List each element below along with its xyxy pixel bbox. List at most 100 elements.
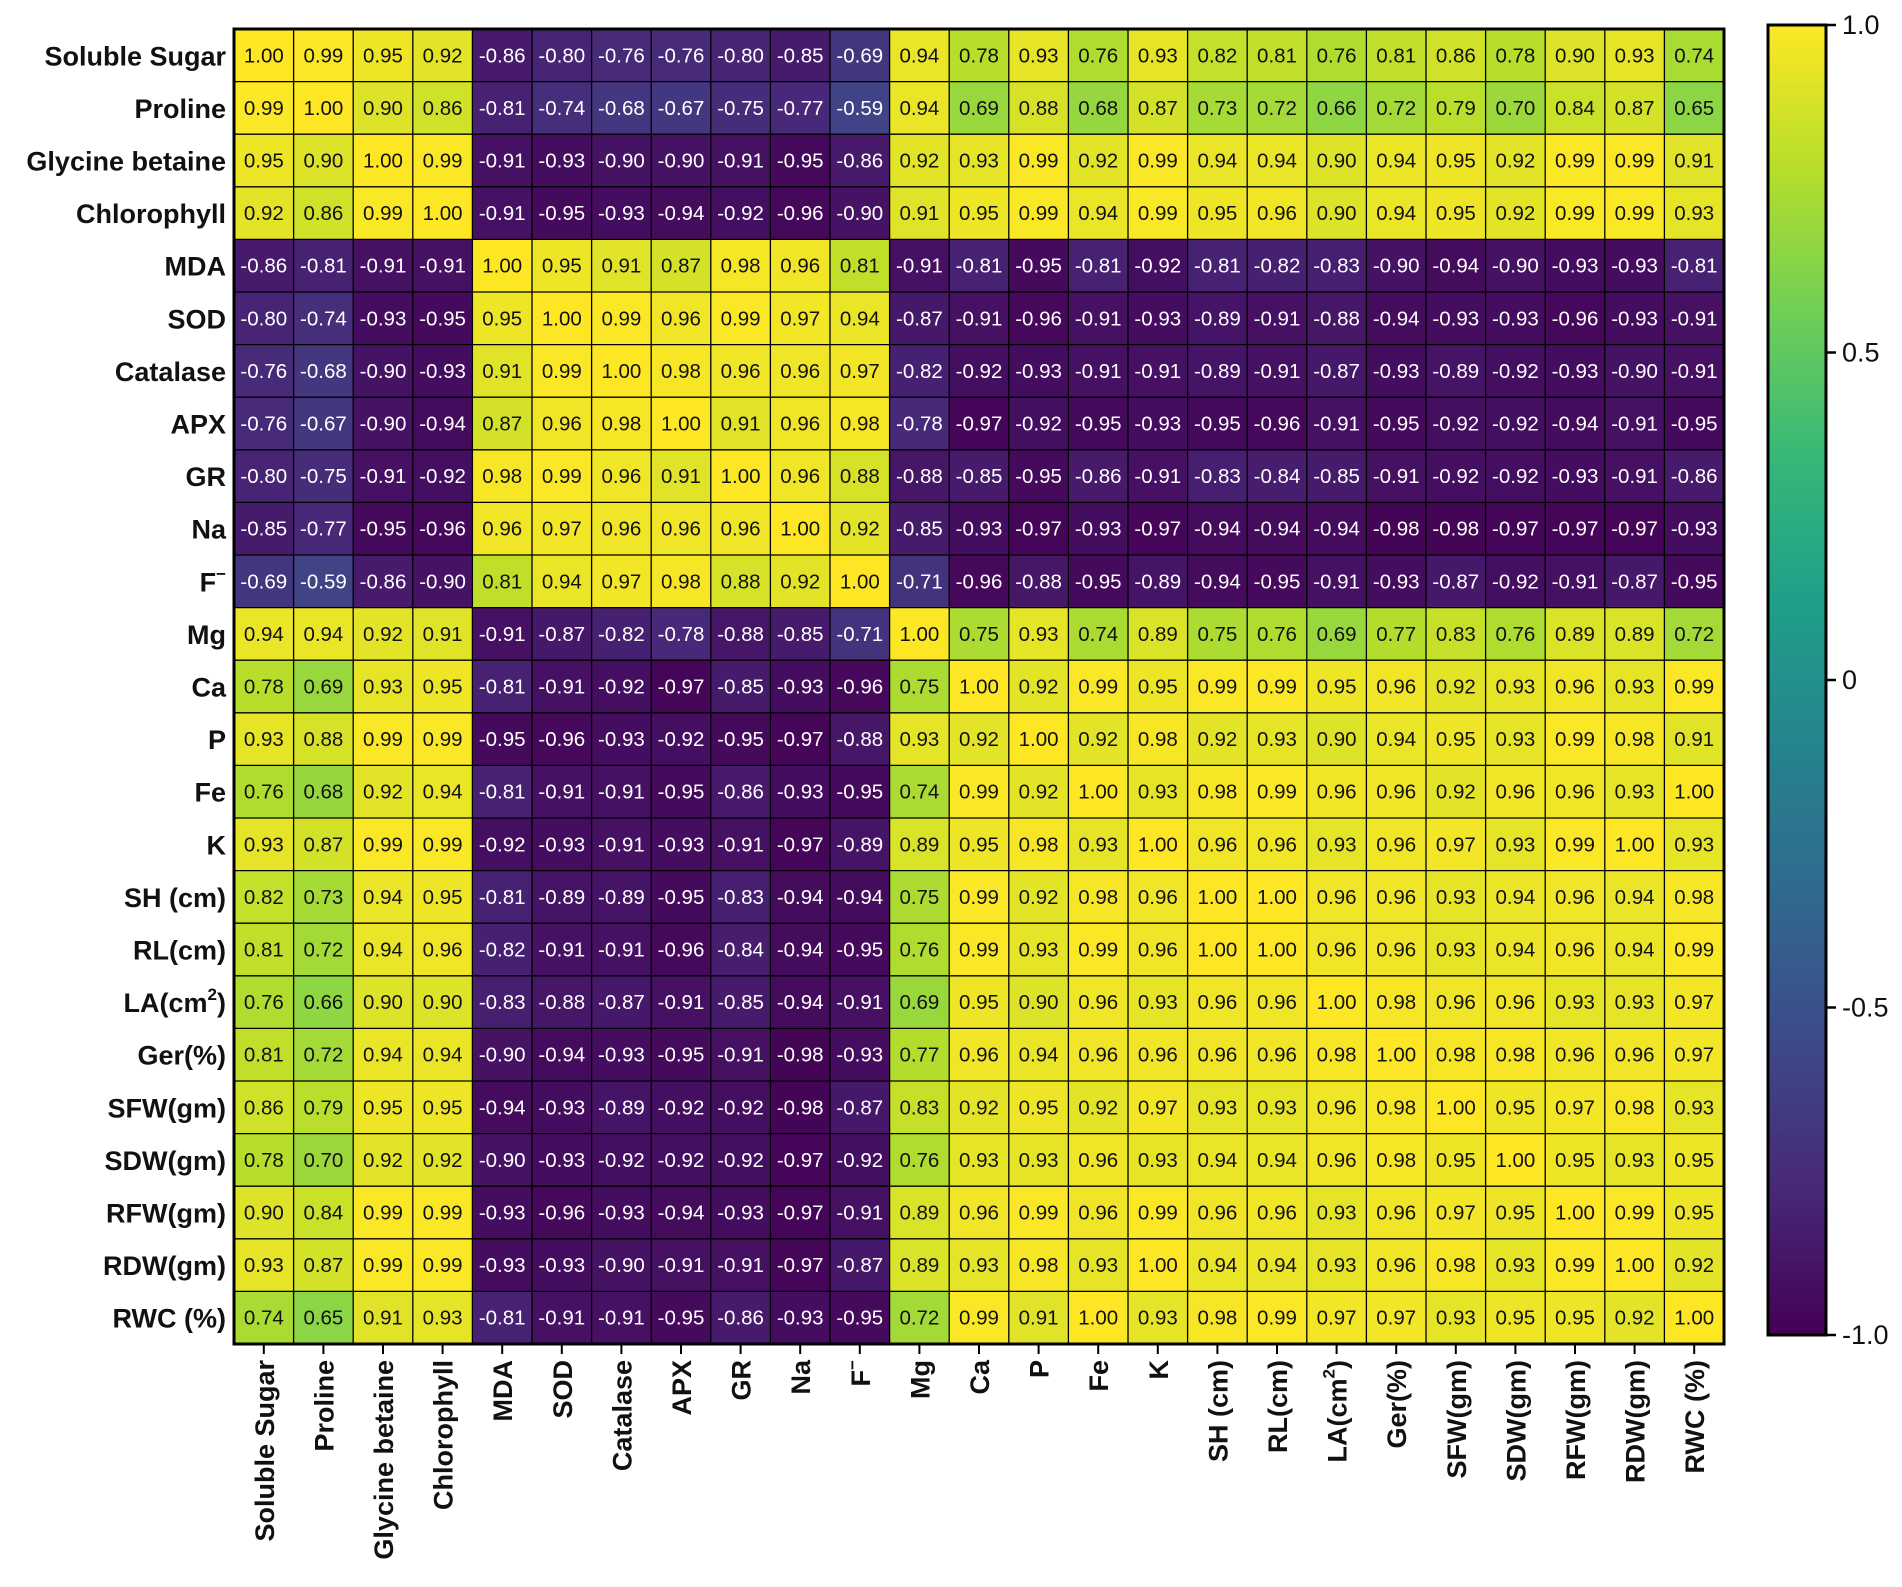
heatmap-cell <box>830 502 891 556</box>
cell-value-label: -0.92 <box>419 465 466 488</box>
cell-value-label: -0.96 <box>956 570 1003 593</box>
cell-value-label: -0.87 <box>836 1254 883 1277</box>
heatmap-cell <box>1128 292 1189 346</box>
cell-value-label: -0.69 <box>240 570 287 593</box>
cell-value-label: 0.84 <box>303 1202 343 1225</box>
heatmap-cell <box>1008 239 1069 293</box>
row-label: RL(cm) <box>133 936 226 966</box>
cell-value-label: 0.97 <box>780 307 820 330</box>
heatmap-cell <box>770 1081 831 1135</box>
heatmap-cell <box>353 1133 414 1187</box>
heatmap-cell <box>949 81 1010 135</box>
cell-value-label: -0.96 <box>538 728 585 751</box>
heatmap-cell <box>1128 344 1189 398</box>
heatmap-cell <box>532 1291 593 1345</box>
cell-value-label: -0.91 <box>598 833 645 856</box>
heatmap-cell <box>1426 239 1487 293</box>
row-label: Na <box>191 515 226 545</box>
cell-value-label: -0.86 <box>717 781 764 804</box>
heatmap-cell <box>1545 660 1606 714</box>
cell-value-label: 0.88 <box>721 570 761 593</box>
heatmap-cell <box>472 239 533 293</box>
cell-value-label: 0.93 <box>1138 781 1178 804</box>
cell-value-label: -0.75 <box>300 465 347 488</box>
heatmap-cell <box>1008 660 1069 714</box>
heatmap-cell <box>1426 186 1487 240</box>
heatmap-cell <box>1128 607 1189 661</box>
heatmap-cell <box>830 1133 891 1187</box>
heatmap-cell <box>710 870 771 924</box>
cell-value-label: 0.94 <box>899 97 939 120</box>
cell-value-label: -0.92 <box>1432 413 1479 436</box>
cell-value-label: 0.97 <box>601 570 641 593</box>
heatmap-cell <box>770 712 831 766</box>
cell-value-label: -0.89 <box>1134 570 1181 593</box>
heatmap-cell <box>830 870 891 924</box>
cell-value-label: 0.95 <box>1674 1202 1714 1225</box>
heatmap-cell <box>353 765 414 819</box>
cell-value-label: -0.93 <box>1075 518 1122 541</box>
cell-value-label: 0.92 <box>1495 150 1535 173</box>
heatmap-cell <box>353 660 414 714</box>
cell-value-label: 0.94 <box>1257 1149 1297 1172</box>
cell-value-label: -0.76 <box>598 44 645 67</box>
cell-value-label: 0.96 <box>780 465 820 488</box>
cell-value-label: -0.95 <box>1373 413 1420 436</box>
heatmap-cell <box>710 29 771 83</box>
heatmap-cell <box>830 239 891 293</box>
cell-value-label: 0.96 <box>482 518 522 541</box>
heatmap-cell <box>532 134 593 188</box>
cell-value-label: 0.87 <box>1138 97 1178 120</box>
heatmap-cell <box>1545 1028 1606 1082</box>
heatmap-cell <box>532 397 593 451</box>
cell-value-label: 0.96 <box>959 1044 999 1067</box>
heatmap-cell <box>353 397 414 451</box>
cell-value-label: -0.81 <box>479 676 526 699</box>
heatmap-cell <box>234 502 295 556</box>
cell-value-label: 0.93 <box>244 728 284 751</box>
heatmap-cell <box>1008 765 1069 819</box>
cell-value-label: -0.90 <box>836 202 883 225</box>
cell-value-label: 0.96 <box>1197 1044 1237 1067</box>
heatmap-cell <box>889 1291 950 1345</box>
heatmap-cell <box>710 239 771 293</box>
cell-value-label: 0.97 <box>1674 991 1714 1014</box>
heatmap-cell <box>1664 607 1725 661</box>
heatmap-cell <box>1545 186 1606 240</box>
column-label: RFW(gm) <box>1561 1360 1591 1480</box>
heatmap-cell <box>889 607 950 661</box>
heatmap-cell <box>1604 292 1665 346</box>
cell-value-label: 0.93 <box>1555 991 1595 1014</box>
cell-value-label: 0.92 <box>840 518 880 541</box>
cell-value-label: -0.90 <box>360 360 407 383</box>
cell-value-label: -0.93 <box>1432 307 1479 330</box>
cell-value-label: 0.70 <box>1495 97 1535 120</box>
cell-value-label: 0.92 <box>1078 728 1118 751</box>
heatmap-cell <box>412 923 473 977</box>
heatmap-cell <box>651 765 712 819</box>
heatmap-cell <box>949 1186 1010 1240</box>
heatmap-cell <box>234 870 295 924</box>
heatmap-cell <box>472 449 533 503</box>
heatmap-cell <box>1306 1186 1367 1240</box>
heatmap-cell <box>1485 870 1546 924</box>
heatmap-cell <box>1485 607 1546 661</box>
cell-value-label: 0.90 <box>1317 150 1357 173</box>
cell-value-label: -0.93 <box>1134 413 1181 436</box>
cell-value-label: 0.73 <box>303 886 343 909</box>
cell-value-label: 0.93 <box>244 1254 284 1277</box>
cell-value-label: -0.92 <box>1432 465 1479 488</box>
heatmap-cell <box>234 818 295 872</box>
cell-value-label: 0.95 <box>1555 1307 1595 1330</box>
cell-value-label: -0.93 <box>538 150 585 173</box>
row-label: SH (cm) <box>124 883 226 913</box>
heatmap-cell <box>234 975 295 1029</box>
heatmap-cell <box>591 765 652 819</box>
cell-value-label: 0.96 <box>661 518 701 541</box>
heatmap-cell <box>1664 660 1725 714</box>
heatmap-cell <box>1128 1028 1189 1082</box>
heatmap-cell <box>651 975 712 1029</box>
heatmap-cell <box>1187 870 1248 924</box>
cell-value-label: 0.96 <box>601 518 641 541</box>
cell-value-label: 0.96 <box>1078 1202 1118 1225</box>
